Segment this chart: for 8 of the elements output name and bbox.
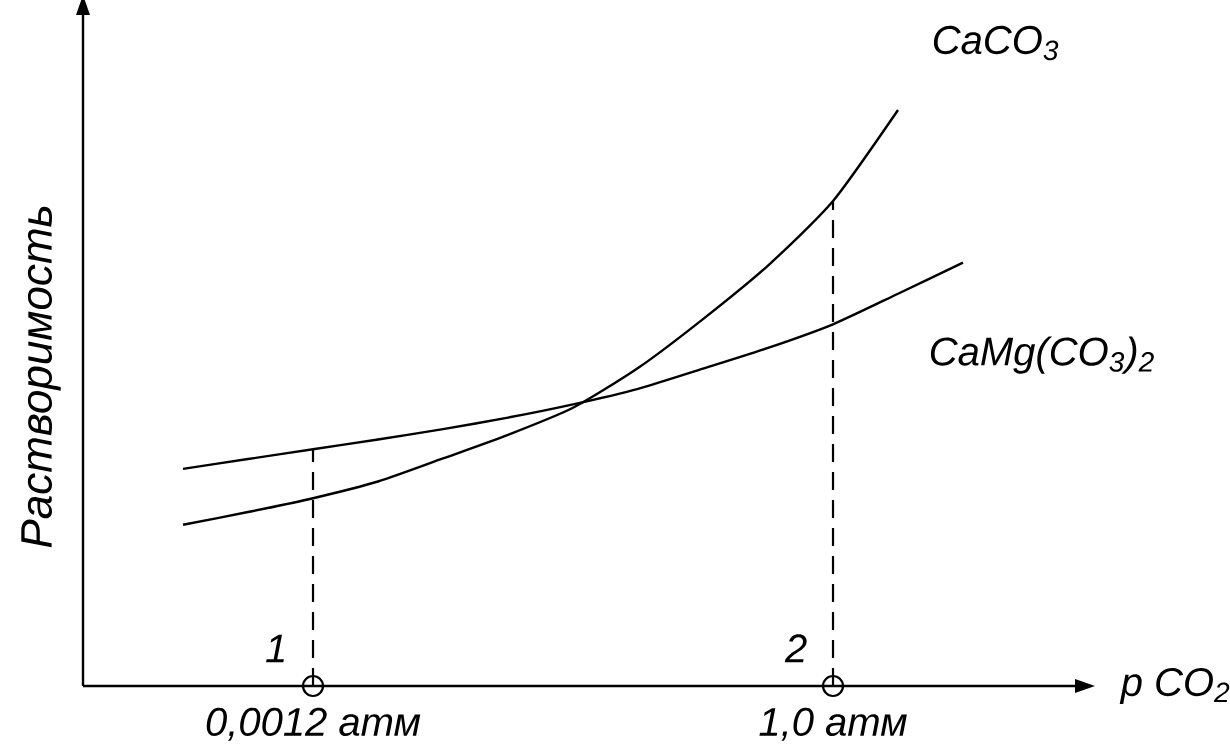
series-label: CaCO$_{3}$ xyxy=(933,25,1059,61)
ref-line-label: 1 xyxy=(266,634,284,663)
x-axis-title: p CO$_{2}$ xyxy=(1119,667,1230,705)
series-label: CaMg(CO$_{3}$)$_{2}$ xyxy=(930,336,1154,374)
x-tick-label: 0,0012 атм xyxy=(206,707,421,741)
x-tick-label: 1,0 атм xyxy=(759,707,907,741)
y-axis-title: Растворимость xyxy=(21,206,61,548)
ref-line-label: 2 xyxy=(784,634,807,663)
